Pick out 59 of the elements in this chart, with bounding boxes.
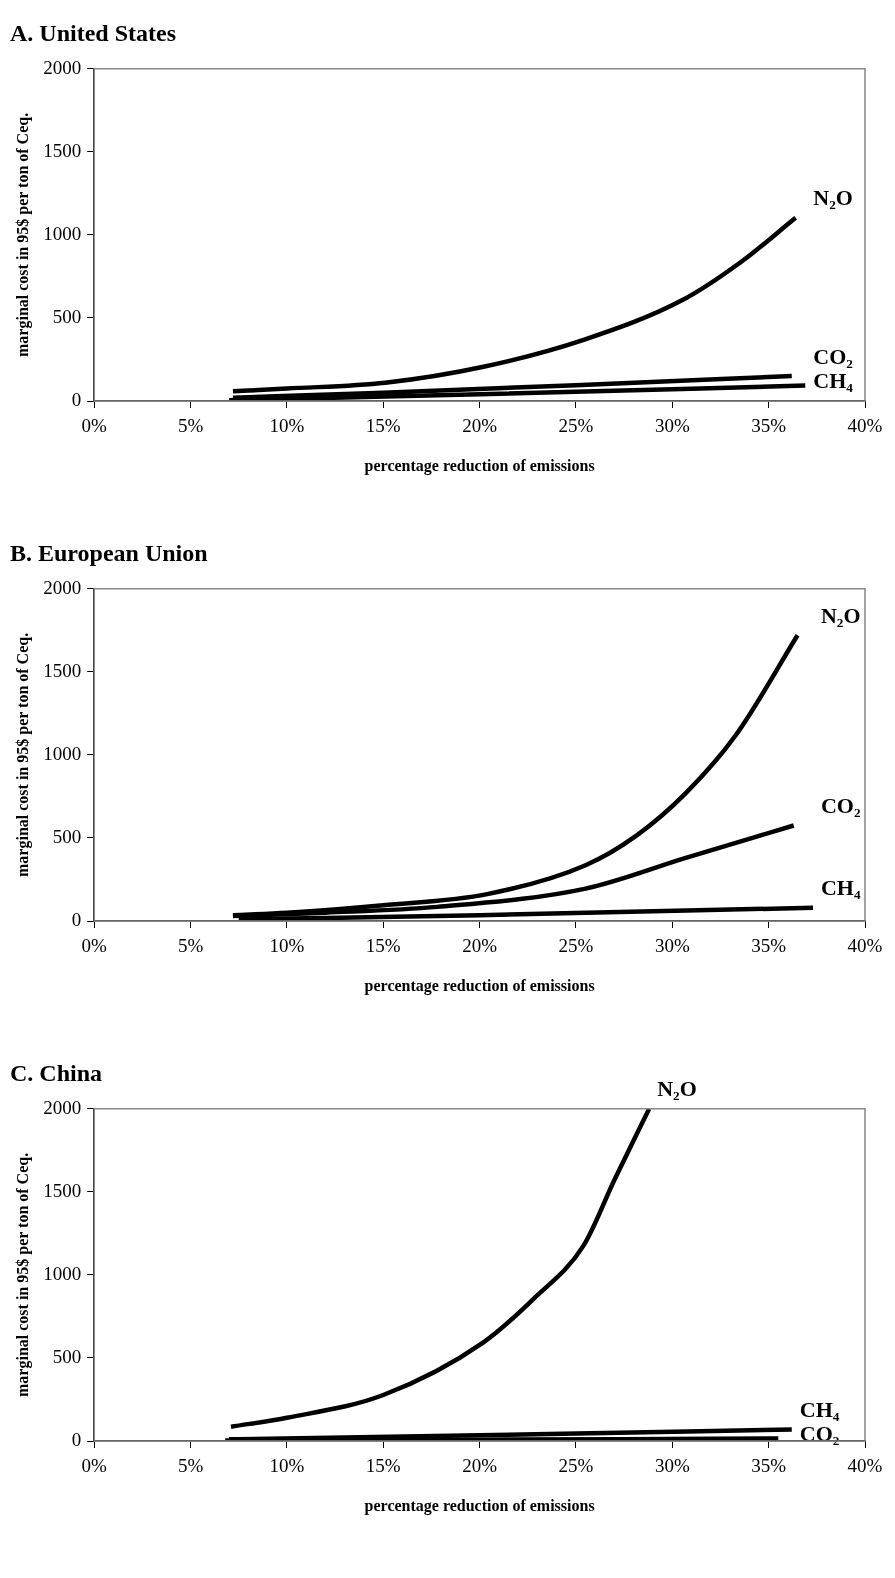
x-tick-label: 40% — [847, 1455, 883, 1477]
x-axis-title: percentage reduction of emissions — [364, 456, 595, 475]
chart-title: B. European Union — [10, 539, 208, 566]
y-axis-title: marginal cost in 95$ per ton of Ceq. — [13, 112, 32, 357]
series-label: CH₄ — [820, 875, 861, 901]
y-tick-label: 0 — [71, 908, 82, 930]
y-tick-label: 2000 — [43, 576, 82, 598]
y-tick-label: 2000 — [43, 56, 82, 78]
y-tick-label: 0 — [71, 388, 82, 410]
x-tick-label: 15% — [365, 935, 401, 957]
x-tick-label: 30% — [654, 415, 690, 437]
y-tick-label: 1000 — [43, 742, 82, 764]
x-tick-label: 40% — [847, 415, 883, 437]
x-tick-label: 10% — [269, 415, 305, 437]
y-tick-label: 1500 — [43, 139, 82, 161]
x-tick-label: 5% — [177, 415, 204, 437]
x-tick-label: 5% — [177, 935, 204, 957]
x-tick-label: 25% — [558, 1455, 594, 1477]
x-tick-label: 40% — [847, 935, 883, 957]
y-tick-label: 500 — [52, 1345, 82, 1367]
x-tick-label: 5% — [177, 1455, 204, 1477]
x-tick-label: 10% — [269, 935, 305, 957]
x-tick-label: 10% — [269, 1455, 305, 1477]
series-label: N₂O — [820, 603, 861, 628]
series-label: N₂O — [657, 1076, 697, 1102]
y-tick-label: 1500 — [43, 1179, 82, 1201]
series-label: CO₂ — [820, 793, 861, 819]
y-tick-label: 0 — [71, 1428, 82, 1450]
x-axis-title: percentage reduction of emissions — [364, 1496, 595, 1515]
series-label: CH₄ — [799, 1397, 840, 1423]
y-tick-label: 1000 — [43, 222, 82, 244]
x-tick-label: 0% — [81, 1455, 108, 1477]
y-axis-title: marginal cost in 95$ per ton of Ceq. — [13, 632, 32, 877]
y-axis-title: marginal cost in 95$ per ton of Ceq. — [13, 1152, 32, 1397]
x-tick-label: 20% — [462, 1455, 498, 1477]
y-tick-label: 2000 — [43, 1096, 82, 1118]
x-tick-label: 35% — [751, 415, 787, 437]
series-label: CO₂ — [813, 343, 854, 369]
x-tick-label: 20% — [462, 935, 498, 957]
x-tick-label: 15% — [365, 1455, 401, 1477]
x-tick-label: 30% — [654, 935, 690, 957]
y-tick-label: 500 — [52, 305, 82, 327]
series-label: N₂O — [813, 185, 853, 211]
x-axis-title: percentage reduction of emissions — [364, 976, 595, 995]
chart-title: A. United States — [10, 19, 176, 46]
y-tick-label: 1500 — [43, 659, 82, 681]
x-tick-label: 0% — [81, 935, 108, 957]
x-tick-label: 35% — [751, 1455, 787, 1477]
x-tick-label: 25% — [558, 415, 594, 437]
x-tick-label: 30% — [654, 1455, 690, 1477]
x-tick-label: 15% — [365, 415, 401, 437]
y-tick-label: 500 — [52, 825, 82, 847]
x-tick-label: 20% — [462, 415, 498, 437]
y-tick-label: 1000 — [43, 1262, 82, 1284]
x-tick-label: 35% — [751, 935, 787, 957]
x-tick-label: 0% — [81, 415, 108, 437]
chart-title: C. China — [10, 1059, 103, 1086]
x-tick-label: 25% — [558, 935, 594, 957]
series-label: CH₄ — [813, 367, 854, 393]
